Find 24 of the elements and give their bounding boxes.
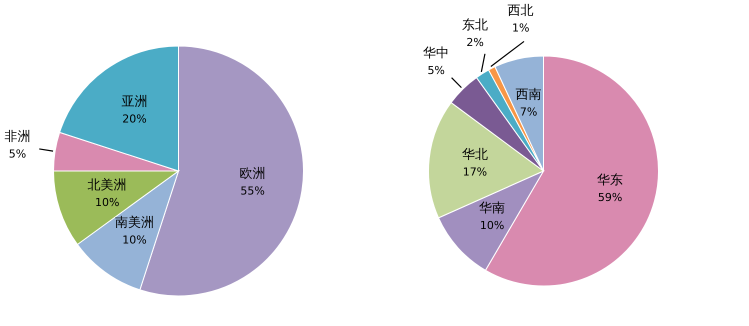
data-label: 55% — [240, 184, 265, 198]
data-label: 10% — [122, 234, 147, 247]
slice-label: 华东 — [597, 173, 624, 188]
slice-label: 欧洲 — [240, 166, 266, 182]
data-label: 5% — [427, 64, 445, 77]
data-label: 59% — [598, 191, 622, 204]
data-label: 2% — [466, 36, 484, 50]
data-label: 17% — [462, 166, 488, 179]
data-label: 20% — [122, 112, 147, 126]
data-label: 10% — [480, 219, 504, 232]
slice-label: 非洲 — [4, 130, 31, 144]
slice-label: 北美洲 — [88, 177, 127, 194]
slice-label: 西南 — [516, 88, 542, 103]
data-label: 5% — [8, 148, 26, 160]
slice-label: 西北 — [508, 4, 534, 19]
slice-label: 华北 — [462, 148, 488, 163]
data-label: 10% — [94, 196, 120, 210]
data-label: 1% — [512, 22, 530, 35]
slice-label: 华南 — [479, 201, 506, 216]
slice-label: 东北 — [462, 18, 488, 34]
slice-label: 南美洲 — [114, 214, 154, 231]
slice-label: 华中 — [423, 46, 450, 61]
data-label: 7% — [520, 106, 538, 119]
slice-label: 亚洲 — [121, 94, 148, 110]
